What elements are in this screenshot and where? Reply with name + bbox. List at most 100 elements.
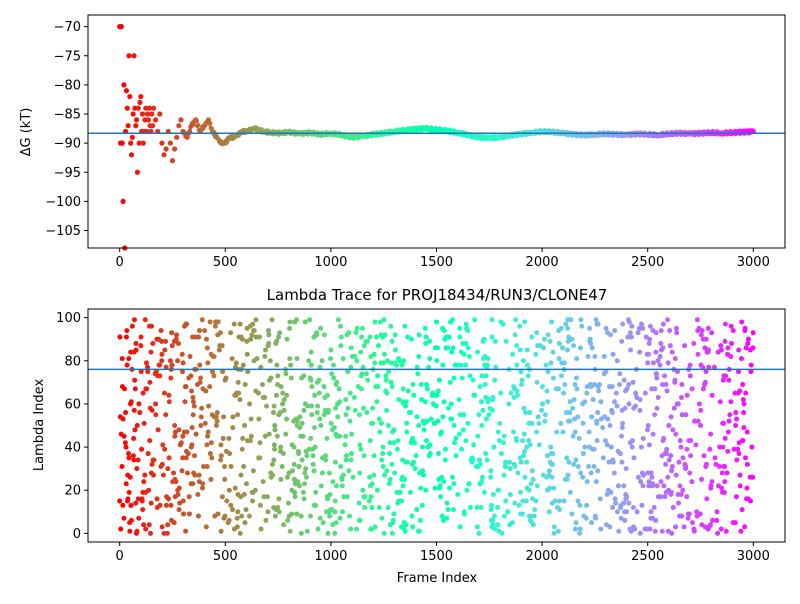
lambda-point: [321, 384, 327, 390]
lambda-point: [489, 502, 495, 508]
lambda-point: [274, 362, 280, 368]
lambda-point: [363, 371, 369, 377]
lambda-point: [176, 507, 182, 513]
lambda-point: [655, 358, 661, 364]
lambda-point: [381, 530, 387, 536]
lambda-point: [365, 377, 371, 383]
lambda-point: [530, 476, 536, 482]
lambda-point: [387, 476, 393, 482]
lambda-point: [453, 435, 459, 441]
lambda-point: [123, 334, 129, 340]
lambda-point: [308, 377, 314, 383]
lambda-point: [546, 509, 552, 515]
lambda-point: [584, 390, 590, 396]
lambda-point: [726, 418, 732, 424]
lambda-point: [608, 489, 614, 495]
lambda-point: [325, 530, 331, 536]
lambda-point: [440, 414, 446, 420]
lambda-point: [612, 496, 618, 502]
lambda-point: [749, 444, 755, 450]
lambda-point: [573, 520, 579, 526]
lambda-point: [726, 377, 732, 383]
lambda-point: [517, 347, 523, 353]
lambda-point: [383, 377, 389, 383]
lambda-point: [337, 515, 343, 521]
lambda-point: [256, 416, 262, 422]
lambda-point: [207, 451, 213, 457]
lambda-point: [280, 451, 286, 457]
lambda-point: [403, 403, 409, 409]
lambda-point: [301, 407, 307, 413]
lambda-point: [177, 500, 183, 506]
lambda-point: [183, 528, 189, 534]
lambda-point: [670, 427, 676, 433]
lambda-point: [128, 399, 134, 405]
lambda-point: [133, 341, 139, 347]
lambda-point: [556, 341, 562, 347]
lambda-point: [512, 500, 518, 506]
lambda-point: [374, 399, 380, 405]
lambda-point: [329, 371, 335, 377]
delta-g-points: [117, 24, 756, 251]
lambda-point: [370, 420, 376, 426]
lambda-point: [413, 453, 419, 459]
lambda-point: [376, 343, 382, 349]
lambda-point: [357, 470, 363, 476]
lambda-point: [328, 356, 334, 362]
lambda-point: [614, 403, 620, 409]
lambda-point: [220, 369, 226, 375]
lambda-point: [222, 513, 228, 519]
lambda-point: [348, 364, 354, 370]
lambda-point: [577, 530, 583, 536]
lambda-point: [663, 461, 669, 467]
delta-g-point: [167, 140, 173, 146]
lambda-point: [348, 457, 354, 463]
lambda-point: [743, 390, 749, 396]
lambda-point: [518, 369, 524, 375]
lambda-point: [519, 377, 525, 383]
lambda-point: [337, 433, 343, 439]
lambda-point: [165, 522, 171, 528]
lambda-point: [624, 494, 630, 500]
lambda-point: [458, 362, 464, 368]
lambda-point: [179, 468, 185, 474]
lambda-point: [645, 423, 651, 428]
lambda-point: [415, 371, 421, 377]
lambda-point: [650, 431, 656, 437]
lambda-point: [587, 325, 593, 331]
lambda-point: [138, 343, 144, 349]
lambda-point: [187, 353, 193, 359]
lambda-point: [370, 405, 376, 411]
lambda-point: [441, 399, 447, 405]
lambda-point: [149, 323, 155, 329]
lambda-point: [607, 524, 613, 530]
lambda-point: [131, 435, 137, 441]
lambda-point: [277, 330, 283, 336]
lambda-point: [482, 382, 488, 388]
lambda-point: [120, 502, 126, 508]
lambda-point: [166, 399, 172, 405]
lambda-point: [545, 332, 551, 338]
lambda-point: [276, 334, 282, 340]
lambda-point: [339, 476, 345, 482]
lambda-point: [438, 429, 444, 435]
lambda-point: [359, 371, 365, 377]
lambda-point: [335, 317, 341, 323]
lambda-point: [228, 463, 234, 469]
lambda-point: [247, 438, 253, 444]
lambda-point: [570, 433, 576, 439]
lambda-point: [189, 425, 195, 431]
lambda-point: [661, 435, 667, 441]
lambda-point: [120, 416, 126, 422]
lambda-point: [271, 442, 277, 448]
y-tick-label: 40: [64, 441, 81, 456]
lambda-point: [151, 457, 157, 463]
delta-g-point: [128, 152, 135, 158]
lambda-point: [652, 412, 658, 418]
lambda-point: [635, 474, 641, 480]
lambda-point: [514, 388, 520, 394]
lambda-point: [653, 349, 659, 355]
lambda-point: [663, 451, 669, 457]
lambda-point: [551, 524, 557, 530]
lambda-point: [490, 492, 496, 498]
